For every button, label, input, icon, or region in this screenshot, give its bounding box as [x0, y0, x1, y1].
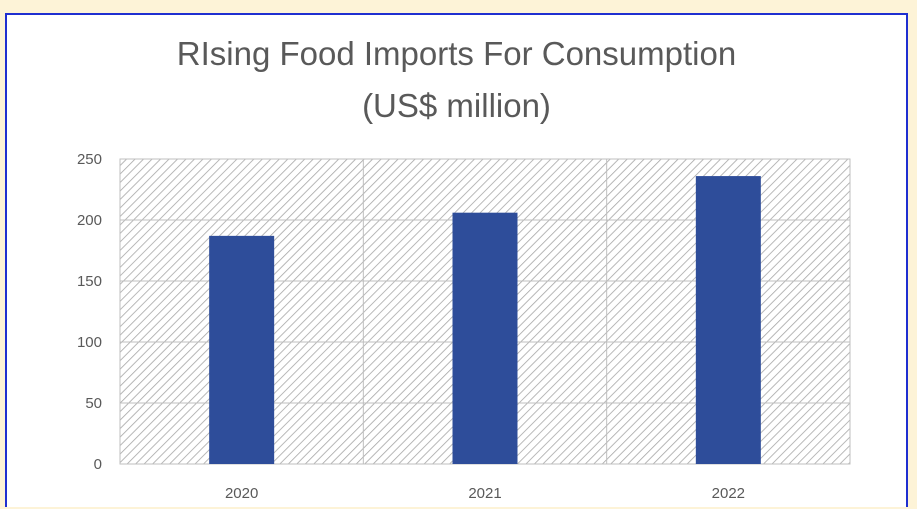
- x-axis-ticks: 2020 2021 2022: [225, 485, 745, 502]
- x-tick-label: 2022: [712, 485, 745, 502]
- y-tick-label: 200: [77, 212, 102, 229]
- bar-2022: [695, 176, 761, 464]
- y-axis-ticks: 0 50 100 150 200 250: [77, 151, 102, 473]
- x-tick-label: 2020: [225, 485, 258, 502]
- y-tick-label: 0: [94, 456, 102, 473]
- chart-title: RIsing Food Imports For Consumption: [176, 35, 737, 72]
- y-tick-label: 50: [85, 395, 102, 412]
- y-tick-label: 100: [77, 334, 102, 351]
- bar-2021: [452, 212, 518, 464]
- y-tick-label: 250: [77, 151, 102, 168]
- bars: [209, 176, 761, 464]
- bar-chart: 0 50 100 150 200 250 2020 2021 2022: [77, 151, 851, 502]
- chart-subtitle: (US$ million): [362, 87, 551, 124]
- y-tick-label: 150: [77, 273, 102, 290]
- x-tick-label: 2021: [468, 485, 501, 502]
- chart-frame: RIsing Food Imports For Consumption (US$…: [5, 13, 908, 507]
- bar-2020: [209, 235, 275, 464]
